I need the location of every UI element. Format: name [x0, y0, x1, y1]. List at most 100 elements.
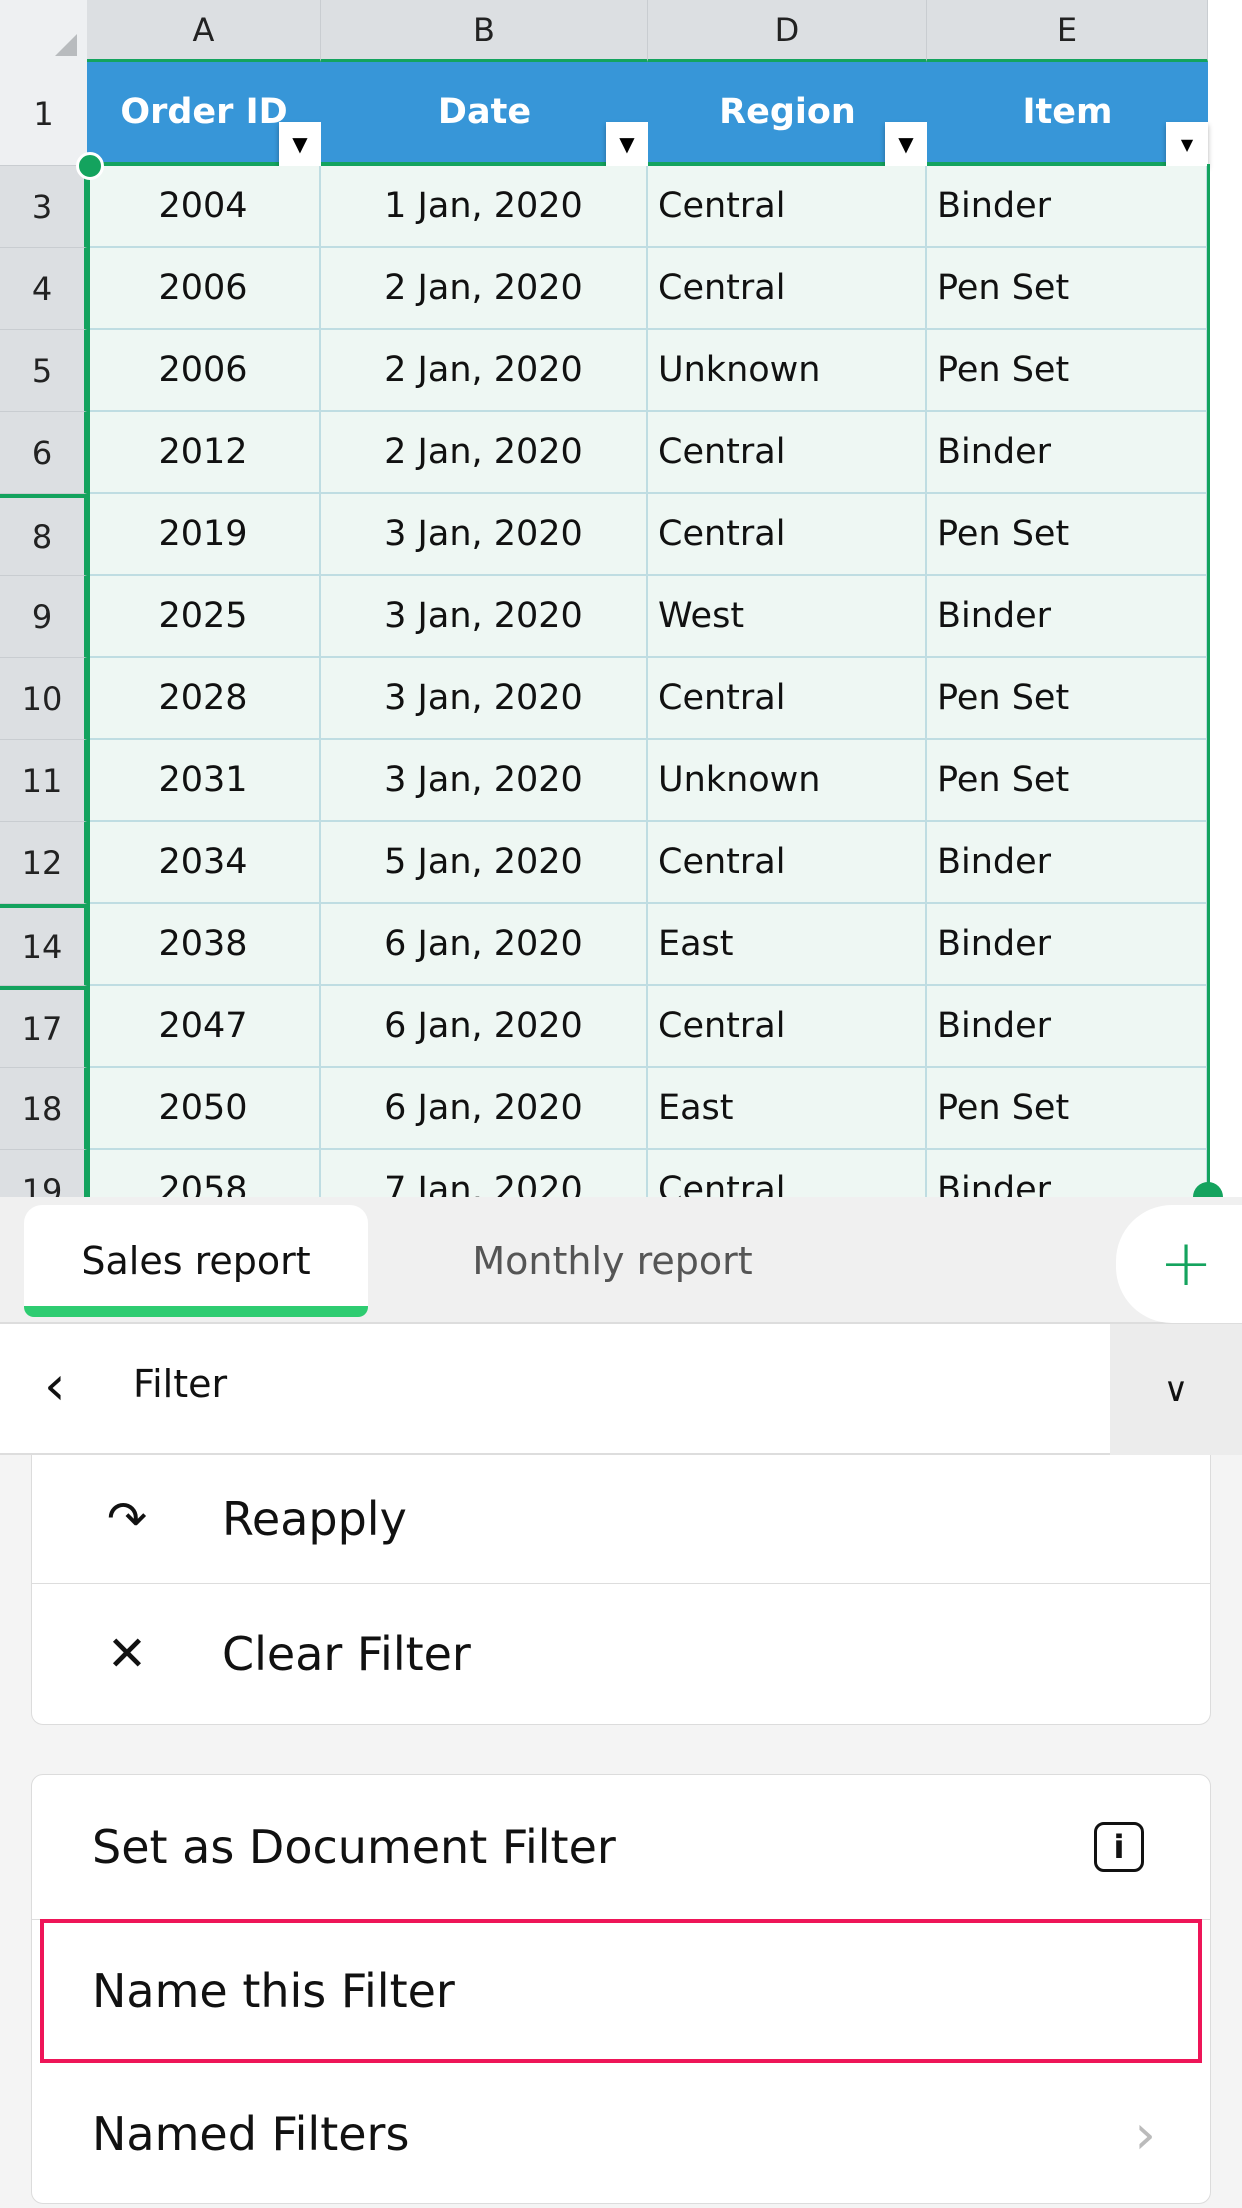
table-cell[interactable]: Central [648, 494, 927, 576]
table-cell[interactable]: Pen Set [927, 248, 1208, 330]
row-header[interactable]: 4 [0, 248, 87, 330]
table-cell[interactable]: Binder [927, 986, 1208, 1068]
table-cell[interactable]: 3 Jan, 2020 [321, 494, 648, 576]
row-header[interactable]: 5 [0, 330, 87, 412]
row-header[interactable]: 17 [0, 986, 87, 1068]
table-cell[interactable]: 2058 [87, 1150, 321, 1197]
filter-dropdown-icon[interactable]: ▼ [606, 122, 648, 166]
table-cell[interactable]: Binder [927, 904, 1208, 986]
row-header[interactable]: 12 [0, 822, 87, 904]
tab-sales-report[interactable]: Sales report [24, 1205, 368, 1317]
table-cell[interactable]: 7 Jan, 2020 [321, 1150, 648, 1197]
table-cell[interactable]: Pen Set [927, 1068, 1208, 1150]
table-cell[interactable]: 3 Jan, 2020 [321, 740, 648, 822]
table-cell[interactable]: Pen Set [927, 330, 1208, 412]
table-cell[interactable]: Pen Set [927, 658, 1208, 740]
table-cell[interactable]: 2012 [87, 412, 321, 494]
table-cell[interactable]: Unknown [648, 330, 927, 412]
collapse-panel-button[interactable]: ∨ [1110, 1324, 1242, 1455]
table-cell[interactable]: 2 Jan, 2020 [321, 412, 648, 494]
row-header[interactable]: 19 [0, 1150, 87, 1197]
table-cell[interactable]: 2038 [87, 904, 321, 986]
table-cell[interactable]: 6 Jan, 2020 [321, 986, 648, 1068]
table-cell[interactable]: 2050 [87, 1068, 321, 1150]
table-cell[interactable]: 2019 [87, 494, 321, 576]
filter-funnel-icon[interactable]: ▼ [1166, 122, 1208, 166]
reapply-label: Reapply [222, 1492, 407, 1546]
clear-filter-label: Clear Filter [222, 1627, 471, 1681]
table-cell[interactable]: 2006 [87, 330, 321, 412]
column-header[interactable]: A [87, 0, 321, 62]
set-document-filter-button[interactable]: Set as Document Filter i [32, 1775, 1210, 1919]
reapply-button[interactable]: ↷ Reapply [32, 1455, 1210, 1583]
table-cell[interactable]: Pen Set [927, 740, 1208, 822]
table-cell[interactable]: 6 Jan, 2020 [321, 1068, 648, 1150]
filter-actions-card: ↷ Reapply ✕ Clear Filter [31, 1455, 1211, 1725]
table-cell[interactable]: 3 Jan, 2020 [321, 658, 648, 740]
back-chevron-icon[interactable]: ‹ [44, 1354, 66, 1417]
table-cell[interactable]: Central [648, 822, 927, 904]
row-header[interactable]: 9 [0, 576, 87, 658]
table-cell[interactable]: 2006 [87, 248, 321, 330]
info-icon[interactable]: i [1094, 1822, 1144, 1872]
table-cell[interactable]: East [648, 1068, 927, 1150]
add-sheet-button[interactable]: + [1116, 1205, 1242, 1323]
named-filters-label: Named Filters [92, 2107, 410, 2161]
table-cell[interactable]: 2034 [87, 822, 321, 904]
table-header-cell: Order ID ▼ [87, 62, 321, 166]
row-header[interactable]: 18 [0, 1068, 87, 1150]
table-cell[interactable]: 3 Jan, 2020 [321, 576, 648, 658]
clear-filter-button[interactable]: ✕ Clear Filter [32, 1583, 1210, 1725]
table-cell[interactable]: Binder [927, 1150, 1208, 1197]
header-label: Region [719, 92, 856, 132]
table-cell[interactable]: 2028 [87, 658, 321, 740]
row-header[interactable]: 8 [0, 494, 87, 576]
column-header[interactable]: D [648, 0, 927, 62]
table-cell[interactable]: Binder [927, 412, 1208, 494]
table-cell[interactable]: Central [648, 1150, 927, 1197]
table-cell[interactable]: 1 Jan, 2020 [321, 166, 648, 248]
table-cell[interactable]: 2 Jan, 2020 [321, 248, 648, 330]
table-cell[interactable]: Unknown [648, 740, 927, 822]
table-cell[interactable]: 2004 [87, 166, 321, 248]
tab-label: Sales report [81, 1239, 311, 1283]
table-cell[interactable]: 2025 [87, 576, 321, 658]
table-cell[interactable]: Central [648, 166, 927, 248]
column-header[interactable]: B [321, 0, 648, 62]
panel-title: Filter [133, 1362, 228, 1406]
table-cell[interactable]: 2031 [87, 740, 321, 822]
table-cell[interactable]: Binder [927, 166, 1208, 248]
named-filters-button[interactable]: Named Filters › [32, 2063, 1210, 2205]
column-header[interactable]: E [927, 0, 1208, 62]
table-cell[interactable]: Central [648, 986, 927, 1068]
set-document-filter-label: Set as Document Filter [92, 1820, 616, 1874]
table-cell[interactable]: 2 Jan, 2020 [321, 330, 648, 412]
row-header[interactable]: 14 [0, 904, 87, 986]
table-cell[interactable]: 2047 [87, 986, 321, 1068]
table-cell[interactable]: 5 Jan, 2020 [321, 822, 648, 904]
table-cell[interactable]: Central [648, 248, 927, 330]
tab-monthly-report[interactable]: Monthly report [420, 1205, 805, 1317]
filter-dropdown-icon[interactable]: ▼ [885, 122, 927, 166]
select-all-corner[interactable] [0, 0, 87, 62]
row-header[interactable]: 11 [0, 740, 87, 822]
table-header-cell: Item ▼ [927, 62, 1208, 166]
row-header[interactable]: 10 [0, 658, 87, 740]
highlight-box [40, 1919, 1202, 2063]
name-this-filter-button[interactable]: Name this Filter [32, 1919, 1210, 2063]
row-header[interactable]: 3 [0, 166, 87, 248]
table-cell[interactable]: Central [648, 412, 927, 494]
selection-handle-bottom[interactable] [1193, 1182, 1223, 1197]
filter-dropdown-icon[interactable]: ▼ [279, 122, 321, 166]
table-cell[interactable]: East [648, 904, 927, 986]
selection-handle-top[interactable] [76, 152, 104, 180]
filter-panel-header: ‹ Filter ∨ [0, 1324, 1242, 1455]
row-header[interactable]: 6 [0, 412, 87, 494]
table-cell[interactable]: Binder [927, 576, 1208, 658]
table-cell[interactable]: Central [648, 658, 927, 740]
table-cell[interactable]: Pen Set [927, 494, 1208, 576]
table-cell[interactable]: West [648, 576, 927, 658]
table-cell[interactable]: Binder [927, 822, 1208, 904]
table-cell[interactable]: 6 Jan, 2020 [321, 904, 648, 986]
row-header[interactable]: 1 [0, 62, 87, 166]
